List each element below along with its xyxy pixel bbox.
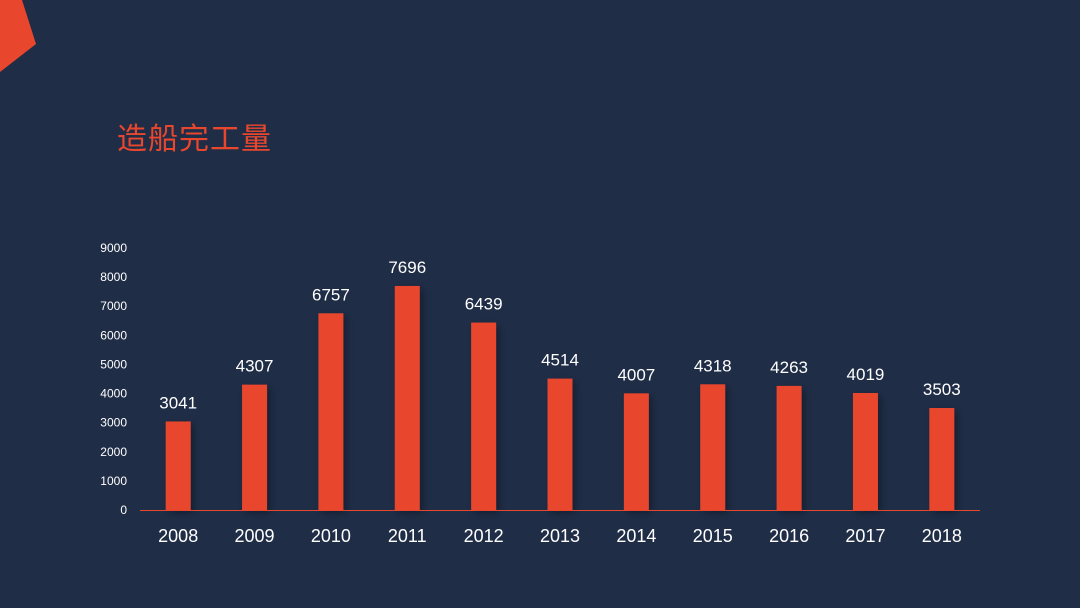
- y-tick-label: 4000: [100, 387, 127, 401]
- data-label: 4019: [847, 365, 885, 384]
- y-tick-label: 3000: [100, 416, 127, 430]
- data-label: 4007: [617, 365, 655, 384]
- y-tick-label: 5000: [100, 357, 127, 371]
- data-label: 6757: [312, 285, 350, 304]
- x-tick-label: 2016: [769, 526, 809, 546]
- y-tick-label: 2000: [100, 445, 127, 459]
- data-label: 3041: [159, 393, 197, 412]
- x-tick-label: 2018: [922, 526, 962, 546]
- y-tick-label: 7000: [100, 299, 127, 313]
- bar: [165, 421, 191, 510]
- x-axis: 2008 2009 2010 2011 2012 2013 2014 2015 2016 2017…: [158, 526, 962, 546]
- x-tick-label: 2012: [464, 526, 504, 546]
- bars: [165, 285, 955, 510]
- bar: [471, 322, 497, 510]
- x-tick-label: 2010: [311, 526, 351, 546]
- bar: [318, 313, 344, 510]
- y-tick-label: 8000: [100, 270, 127, 284]
- corner-decoration: [0, 0, 36, 72]
- bar: [929, 408, 955, 510]
- data-label: 6439: [465, 295, 503, 314]
- bar: [547, 378, 573, 510]
- data-label: 3503: [923, 380, 961, 399]
- bar: [623, 393, 649, 510]
- bar: [242, 384, 268, 510]
- bar: [852, 393, 878, 510]
- y-axis: 0 1000 2000 3000 4000 5000 6000 7000 8000 9000: [100, 241, 127, 517]
- bar: [776, 385, 802, 510]
- y-tick-label: 6000: [100, 328, 127, 342]
- chart-title: 造船完工量: [117, 122, 272, 157]
- data-label: 4318: [694, 356, 732, 375]
- x-tick-label: 2017: [845, 526, 885, 546]
- x-tick-label: 2013: [540, 526, 580, 546]
- x-tick-label: 2011: [388, 526, 427, 546]
- data-labels: 3041 4307 6757 7696 6439 4514 4007 4318 4263 4019…: [159, 258, 960, 413]
- x-tick-label: 2014: [616, 526, 656, 546]
- y-tick-label: 9000: [100, 241, 127, 255]
- x-tick-label: 2015: [693, 526, 733, 546]
- y-tick-label: 1000: [100, 474, 127, 488]
- data-label: 4514: [541, 351, 579, 370]
- y-tick-label: 0: [120, 503, 127, 517]
- data-label: 4307: [236, 357, 274, 376]
- data-label: 4263: [770, 358, 808, 377]
- bar: [394, 285, 420, 510]
- x-tick-label: 2009: [235, 526, 275, 546]
- x-tick-label: 2008: [158, 526, 198, 546]
- data-label: 7696: [388, 258, 426, 277]
- bar: [700, 384, 726, 510]
